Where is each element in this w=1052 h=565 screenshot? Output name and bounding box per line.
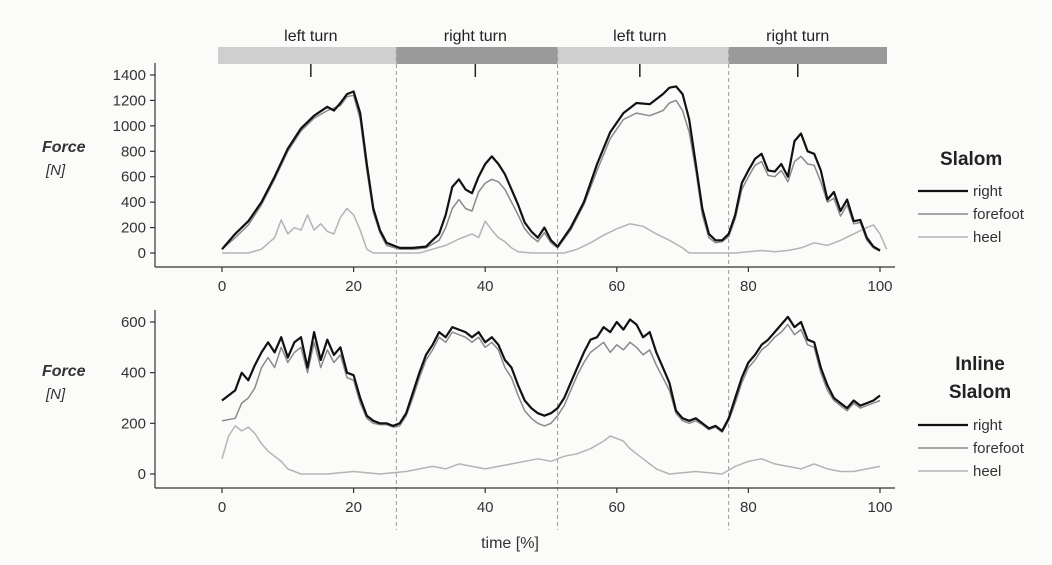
chart-title-line: Slalom [949, 382, 1011, 403]
y-tick-label: 600 [121, 169, 146, 186]
x-tick-label: 20 [345, 278, 362, 295]
y-tick-label: 400 [121, 365, 146, 382]
x-tick-label: 80 [740, 499, 757, 516]
y-axis-label: Force [42, 363, 86, 380]
slalom-chart: left turn right turn left turn right turn 0… [42, 28, 1025, 295]
y-axis: 0 200 400 600 [121, 310, 156, 488]
series-line-heel [221, 425, 881, 475]
chart-title: Inline Slalom [949, 354, 1011, 403]
y-tick-label: 800 [121, 143, 146, 160]
phase-divider-lines [395, 270, 730, 530]
x-tick-label: 20 [345, 499, 362, 516]
y-tick-label: 1000 [113, 118, 146, 135]
legend: right forefoot heel [918, 183, 1025, 246]
series-line-forefoot [221, 323, 881, 433]
x-axis: 0 20 40 60 80 100 [155, 266, 895, 295]
y-tick-label: 1200 [113, 92, 146, 109]
phase-label: right turn [766, 28, 829, 45]
legend-label-heel: heel [973, 229, 1001, 246]
x-tick-label: 40 [477, 499, 494, 516]
phase-bar: left turn right turn left turn right turn [218, 28, 887, 77]
legend-label-forefoot: forefoot [973, 206, 1025, 223]
phase-label: left turn [284, 28, 337, 45]
phase-segment [557, 47, 729, 64]
y-tick-label: 200 [121, 415, 146, 432]
legend: right forefoot heel [918, 417, 1025, 480]
legend-label-right: right [973, 417, 1003, 434]
y-tick-label: 0 [138, 466, 146, 483]
x-tick-label: 100 [867, 499, 892, 516]
legend-label-heel: heel [973, 463, 1001, 480]
phase-segment [396, 47, 558, 64]
series-line-right [221, 315, 881, 432]
x-tick-label: 0 [218, 499, 226, 516]
series-lines [221, 315, 881, 475]
y-tick-label: 1400 [113, 67, 146, 84]
y-tick-label: 200 [121, 220, 146, 237]
y-tick-label: 0 [138, 245, 146, 262]
x-tick-label: 80 [740, 278, 757, 295]
x-tick-label: 0 [218, 278, 226, 295]
x-tick-label: 60 [608, 278, 625, 295]
y-axis-label: Force [42, 139, 86, 156]
y-axis: 0 200 400 600 800 1000 1200 1400 [113, 63, 156, 267]
phase-divider-lines [395, 50, 730, 268]
series-lines [221, 85, 888, 254]
x-tick-label: 100 [867, 278, 892, 295]
chart-title-line: Inline [955, 354, 1005, 375]
legend-label-right: right [973, 183, 1003, 200]
y-axis-unit: [N] [45, 386, 66, 403]
phase-label: right turn [444, 28, 507, 45]
x-tick-label: 40 [477, 278, 494, 295]
y-tick-label: 600 [121, 314, 146, 331]
x-tick-label: 60 [608, 499, 625, 516]
series-line-heel [222, 207, 888, 254]
y-axis-unit: [N] [45, 162, 66, 179]
phase-segment [218, 47, 397, 64]
x-axis: 0 20 40 60 80 100 [155, 487, 895, 516]
chart-title: Slalom [940, 149, 1002, 170]
x-axis-label: time [%] [481, 535, 539, 552]
legend-label-forefoot: forefoot [973, 440, 1025, 457]
y-tick-label: 400 [121, 194, 146, 211]
series-line-right [221, 85, 881, 252]
phase-label: left turn [613, 28, 666, 45]
phase-segment [728, 47, 887, 64]
